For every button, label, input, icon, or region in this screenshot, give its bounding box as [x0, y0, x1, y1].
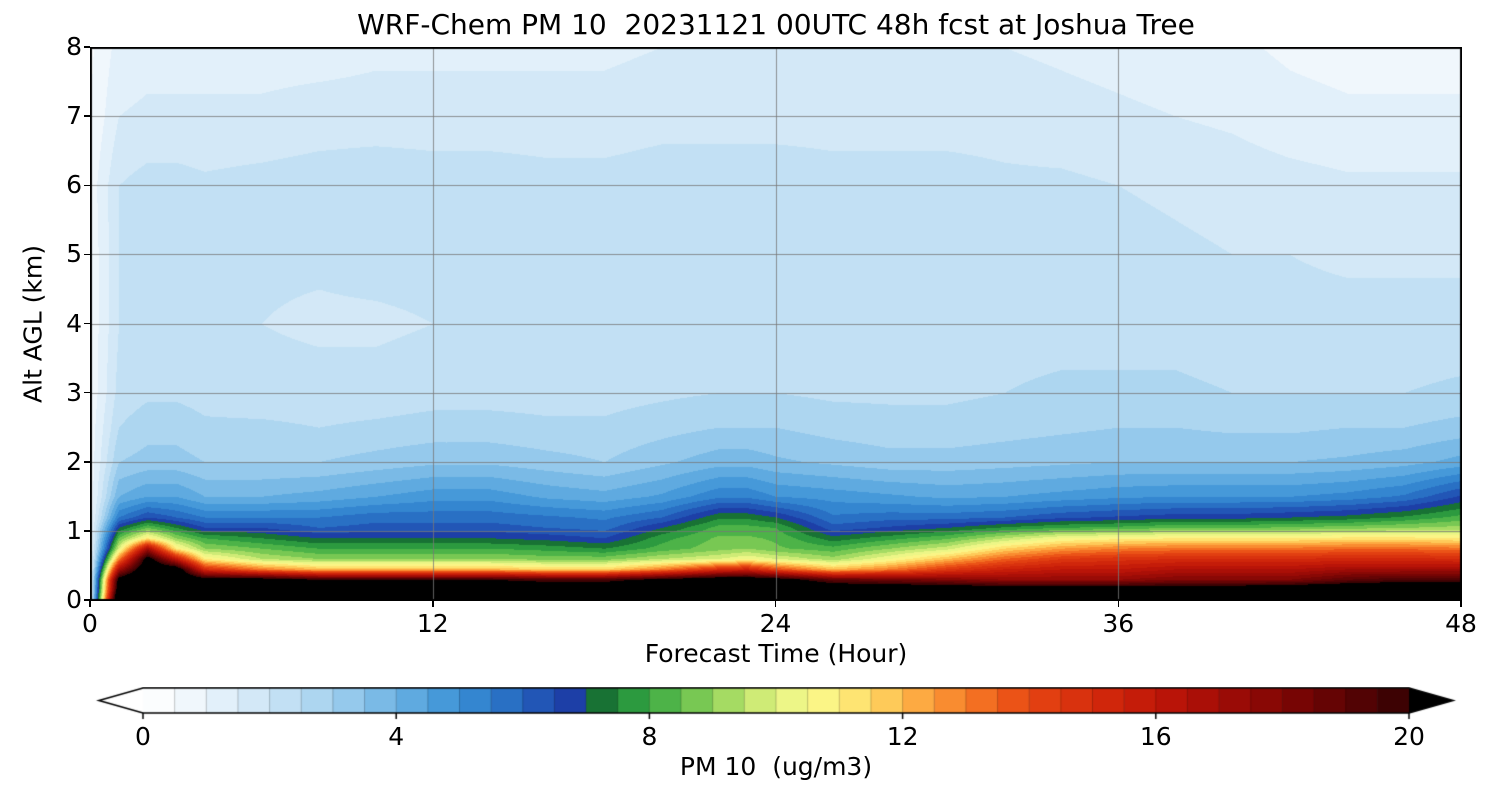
x-tick-label: 48 — [1445, 609, 1477, 638]
x-tick — [1117, 601, 1119, 607]
y-tick — [84, 391, 90, 394]
x-tick-label: 0 — [82, 609, 98, 638]
y-tick-label: 2 — [66, 446, 82, 476]
y-tick-label: 0 — [66, 585, 82, 614]
y-tick — [84, 599, 90, 601]
y-tick-label: 6 — [66, 170, 82, 200]
x-tick-label: 36 — [1102, 609, 1135, 638]
y-tick-label: 3 — [66, 377, 82, 407]
colorbar-canvas — [95, 687, 1457, 721]
y-tick-label: 5 — [66, 239, 82, 269]
x-tick — [89, 601, 91, 607]
colorbar-label: PM 10 (ug/m3) — [679, 752, 873, 781]
y-tick — [84, 115, 90, 117]
y-tick-label: 4 — [66, 308, 82, 338]
colorbar-tick-label: 4 — [388, 722, 405, 751]
colorbar-tick-label: 16 — [1139, 722, 1172, 751]
y-tick — [84, 461, 90, 463]
colorbar-tick-label: 20 — [1393, 722, 1425, 751]
y-tick-label: 7 — [66, 101, 82, 131]
x-tick — [432, 601, 434, 607]
y-tick — [84, 322, 90, 325]
x-tick — [1460, 601, 1462, 607]
y-tick-label: 1 — [66, 515, 82, 545]
x-axis-label: Forecast Time (Hour) — [644, 639, 908, 668]
colorbar-tick-label: 0 — [135, 722, 151, 751]
y-tick — [84, 46, 90, 48]
colorbar-tick-label: 12 — [886, 722, 919, 751]
y-tick-label: 8 — [66, 32, 82, 61]
x-tick-label: 12 — [416, 609, 449, 638]
y-tick — [84, 253, 90, 256]
x-tick — [774, 601, 777, 607]
colorbar-tick-label: 8 — [641, 722, 658, 751]
x-tick-label: 24 — [759, 609, 792, 638]
y-tick — [84, 530, 90, 532]
contour-plot-canvas — [90, 47, 1462, 601]
y-tick — [84, 184, 90, 186]
chart-title: WRF-Chem PM 10 20231121 00UTC 48h fcst a… — [357, 8, 1195, 41]
